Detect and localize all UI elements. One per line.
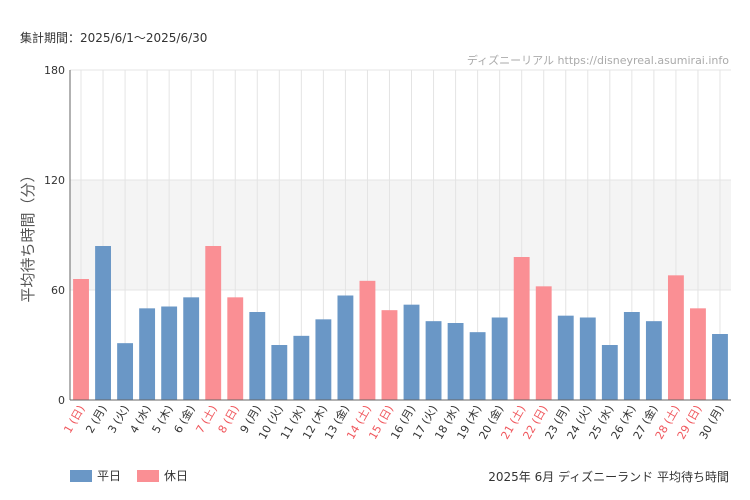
y-axis-label: 平均待ち時間（分） (19, 167, 37, 302)
legend-swatch-holiday (137, 469, 160, 482)
legend-label-holiday: 休日 (164, 469, 189, 483)
legend-item-weekday[interactable]: 平日 (70, 467, 121, 484)
x-tick-label: 3 (火) (105, 403, 131, 436)
y-tick-label: 180 (44, 64, 65, 77)
bar-day-17[interactable] (425, 321, 442, 400)
legend-swatch-weekday (70, 469, 92, 482)
bar-day-25[interactable] (601, 345, 618, 400)
bar-day-21[interactable] (513, 257, 530, 400)
bar-day-7[interactable] (205, 246, 222, 400)
chart-legend: 平日 休日 (70, 467, 204, 484)
x-tick-label: 2 (月) (83, 403, 109, 436)
bar-day-14[interactable] (359, 280, 376, 400)
bar-day-26[interactable] (623, 312, 640, 400)
bar-day-6[interactable] (183, 297, 200, 400)
legend-label-weekday: 平日 (97, 469, 122, 483)
legend-item-holiday[interactable]: 休日 (137, 467, 188, 484)
x-tick-label: 7 (土) (194, 403, 220, 436)
bar-day-19[interactable] (469, 332, 486, 400)
bar-day-22[interactable] (535, 286, 552, 400)
bar-day-27[interactable] (645, 321, 662, 400)
site-watermark: ディズニーリアル https://disneyreal.asumirai.inf… (466, 54, 729, 67)
bar-day-10[interactable] (271, 345, 288, 400)
bar-day-11[interactable] (293, 335, 310, 400)
bar-day-3[interactable] (117, 343, 134, 400)
y-tick-label: 120 (44, 174, 65, 187)
bar-day-20[interactable] (491, 317, 508, 401)
bar-day-4[interactable] (139, 308, 156, 400)
shaded-band (70, 180, 731, 290)
x-tick-label: 8 (日) (216, 403, 242, 436)
chart-title: 2025年 6月 ディズニーランド 平均待ち時間 (488, 470, 729, 484)
bar-day-12[interactable] (315, 319, 332, 400)
period-label: 集計期間：2025/6/1～2025/6/30 (20, 31, 208, 45)
x-tick-label: 5 (木) (149, 403, 175, 436)
bar-day-5[interactable] (161, 306, 178, 401)
bar-day-23[interactable] (557, 315, 574, 400)
bar-day-2[interactable] (95, 246, 111, 400)
y-tick-label: 0 (58, 394, 65, 407)
x-tick-label: 1 (日) (61, 403, 87, 436)
bar-day-8[interactable] (227, 297, 244, 400)
bar-day-9[interactable] (249, 312, 266, 400)
x-tick-label: 4 (水) (127, 403, 153, 436)
bar-day-30[interactable] (712, 334, 728, 400)
bar-day-28[interactable] (667, 275, 684, 400)
bar-day-18[interactable] (447, 323, 464, 400)
bar-day-24[interactable] (579, 317, 596, 401)
bar-day-13[interactable] (337, 295, 354, 401)
bar-day-1[interactable] (73, 279, 89, 400)
bar-day-16[interactable] (403, 304, 420, 400)
bar-day-29[interactable] (690, 308, 706, 400)
bar-day-15[interactable] (381, 310, 398, 400)
y-tick-label: 60 (51, 284, 65, 297)
x-tick-label: 6 (金) (171, 403, 198, 436)
